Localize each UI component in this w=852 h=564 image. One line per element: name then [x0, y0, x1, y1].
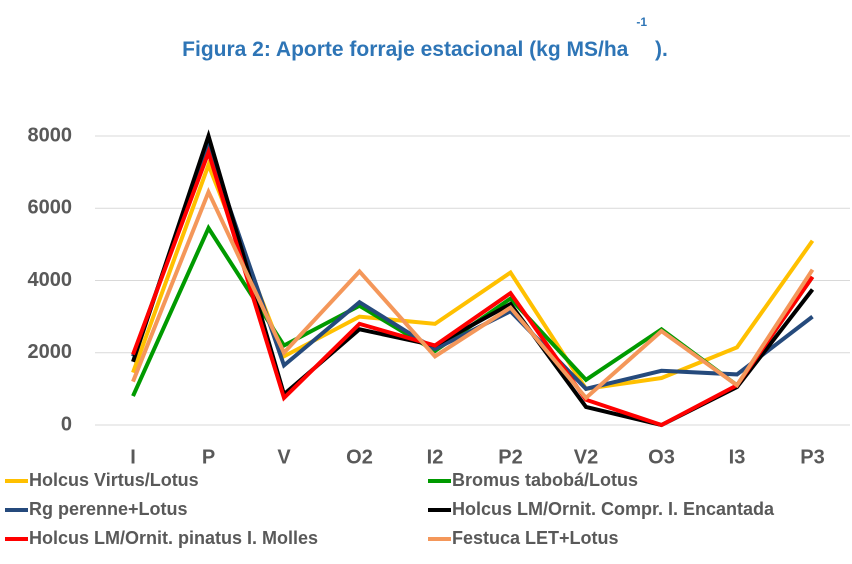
y-tick-label: 4000 — [28, 269, 73, 291]
title-main: Figura 2: Aporte forraje estacional (kg … — [182, 38, 628, 61]
x-tick-label: O2 — [346, 446, 373, 468]
legend-label: Holcus Virtus/Lotus — [29, 470, 199, 490]
series-line — [131, 223, 815, 397]
series-line — [131, 159, 815, 392]
legend-label: Rg perenne+Lotus — [29, 499, 188, 519]
x-tick-label: I — [130, 446, 136, 468]
x-tick-label: V — [277, 446, 291, 468]
x-tick-label: I2 — [427, 446, 444, 468]
y-tick-label: 0 — [61, 413, 72, 435]
x-tick-label: I3 — [729, 446, 746, 468]
chart-title: Figura 2: Aporte forraje estacional (kg … — [182, 15, 668, 60]
y-tick-label: 6000 — [28, 197, 73, 219]
series-line — [131, 146, 815, 428]
legend-label: Holcus LM/Ornit. pinatus I. Molles — [29, 528, 318, 548]
title-superscript: -1 — [636, 15, 647, 29]
title-end: ). — [655, 38, 668, 61]
x-tick-label: P — [202, 446, 215, 468]
series-line — [131, 186, 815, 401]
x-tick-label: P3 — [800, 446, 824, 468]
legend-label: Bromus tabobá/Lotus — [452, 470, 638, 490]
x-tick-label: O3 — [648, 446, 675, 468]
x-tick-label: V2 — [574, 446, 598, 468]
legend-label: Festuca LET+Lotus — [452, 528, 619, 548]
y-tick-label: 8000 — [28, 124, 73, 146]
y-tick-label: 2000 — [28, 341, 73, 363]
legend-label: Holcus LM/Ornit. Compr. I. Encantada — [452, 499, 775, 519]
x-tick-label: P2 — [498, 446, 522, 468]
